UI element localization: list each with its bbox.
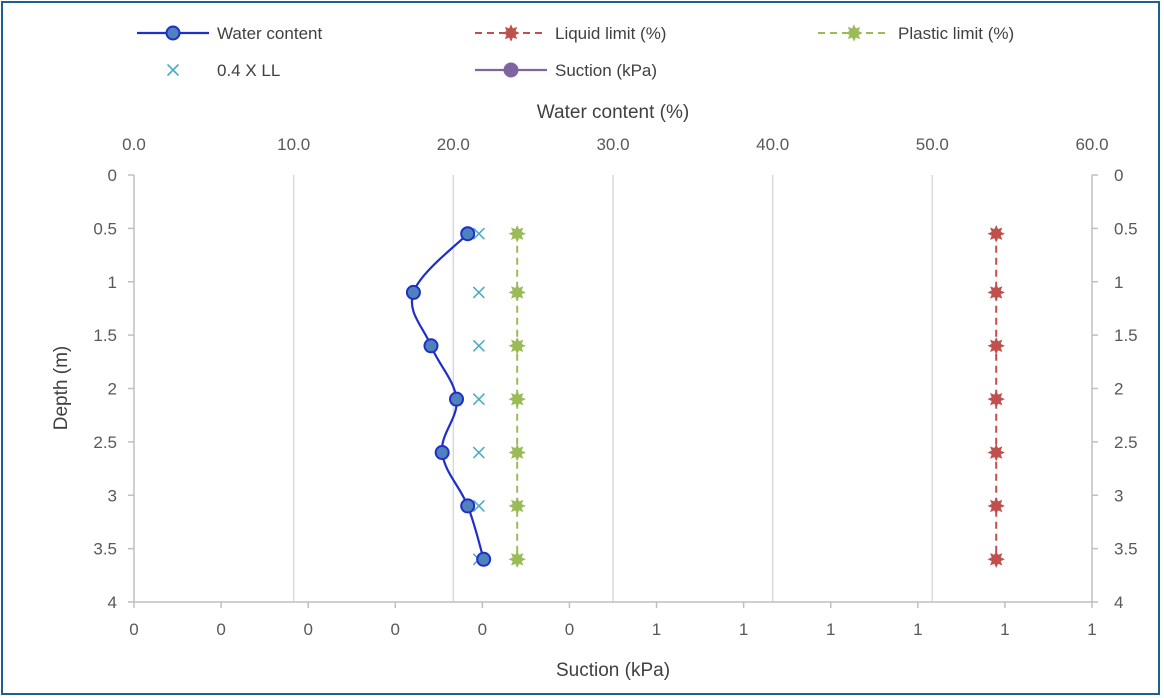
0-4-x-ll-point bbox=[472, 286, 485, 299]
y-right-tick-label: 1.5 bbox=[1114, 326, 1138, 345]
legend-item[interactable]: Water content bbox=[137, 24, 322, 43]
x-top-tick-label: 20.0 bbox=[437, 135, 470, 154]
liquid-limit-point bbox=[987, 283, 1005, 302]
plastic-limit-point bbox=[508, 224, 526, 243]
0-4-x-ll-point-stroke bbox=[472, 446, 485, 459]
0-4-x-ll-point-stroke bbox=[472, 499, 485, 512]
x-bottom-tick-label: 1 bbox=[739, 620, 748, 639]
axes-layer: 0.0 10.0 20.0 30.0 40.0 50.0 60.0 0 0 0.5 0.5 1 1 1.5… bbox=[93, 135, 1137, 639]
x-top-tick-label: 40.0 bbox=[756, 135, 789, 154]
legend-item[interactable]: Liquid limit (%) bbox=[475, 24, 666, 43]
plastic-limit-point bbox=[508, 283, 526, 302]
x-bottom-tick-label: 1 bbox=[1087, 620, 1096, 639]
0-4-x-ll-point bbox=[472, 499, 485, 512]
legend-marker-stroke bbox=[166, 63, 180, 77]
legend-marker bbox=[166, 63, 180, 77]
water-content-point bbox=[423, 338, 439, 354]
y-right-tick-label: 2.5 bbox=[1114, 433, 1138, 452]
y-right-tick-label: 3 bbox=[1114, 486, 1123, 505]
liquid-limit-point bbox=[987, 497, 1005, 515]
series-layer bbox=[405, 224, 1005, 569]
plastic-limit-point bbox=[508, 550, 526, 569]
x-top-tick-label: 60.0 bbox=[1075, 135, 1108, 154]
x-top-tick-label: 30.0 bbox=[596, 135, 629, 154]
legend-label: 0.4 X LL bbox=[217, 61, 280, 80]
x-bottom-tick-label: 0 bbox=[565, 620, 574, 639]
legend-label: Liquid limit (%) bbox=[555, 24, 666, 43]
x-top-axis-title: Water content (%) bbox=[537, 102, 689, 123]
y-right-tick-label: 0 bbox=[1114, 166, 1123, 185]
0-4-x-ll-point-stroke bbox=[472, 286, 485, 299]
legend: Water content Liquid limit (%) Plastic lim… bbox=[137, 24, 1014, 80]
0-4-x-ll-point-stroke bbox=[472, 339, 485, 352]
0-4-x-ll-point bbox=[472, 227, 485, 240]
x-top-tick-label: 50.0 bbox=[916, 135, 949, 154]
y-axis-title: Depth (m) bbox=[51, 346, 72, 430]
y-left-tick-label: 0 bbox=[108, 166, 117, 185]
water-content-point bbox=[460, 498, 476, 514]
water-content-point bbox=[405, 284, 421, 300]
water-content-point bbox=[449, 391, 465, 407]
legend-item[interactable]: 0.4 X LL bbox=[166, 61, 281, 80]
x-bottom-tick-label: 1 bbox=[1000, 620, 1009, 639]
water-content-point bbox=[434, 445, 450, 461]
y-right-tick-label: 2 bbox=[1114, 380, 1123, 399]
y-left-tick-label: 4 bbox=[108, 593, 117, 612]
x-bottom-tick-label: 1 bbox=[826, 620, 835, 639]
x-bottom-tick-label: 0 bbox=[216, 620, 225, 639]
0-4-x-ll-point-stroke bbox=[472, 227, 485, 240]
x-top-tick-label: 0.0 bbox=[122, 135, 146, 154]
x-bottom-tick-label: 0 bbox=[391, 620, 400, 639]
y-left-tick-label: 2.5 bbox=[93, 433, 117, 452]
legend-item[interactable]: Suction (kPa) bbox=[475, 61, 657, 80]
x-top-tick-label: 10.0 bbox=[277, 135, 310, 154]
legend-label: Plastic limit (%) bbox=[898, 24, 1014, 43]
y-left-tick-label: 2 bbox=[108, 380, 117, 399]
y-left-tick-label: 1 bbox=[108, 273, 117, 292]
plastic-limit-point bbox=[508, 337, 526, 355]
legend-label: Water content bbox=[217, 24, 322, 43]
legend-marker bbox=[165, 25, 181, 41]
liquid-limit-point bbox=[987, 224, 1005, 243]
grid-layer bbox=[292, 175, 934, 602]
water-content-point bbox=[476, 551, 492, 567]
liquid-limit-point bbox=[987, 443, 1005, 462]
legend-label: Suction (kPa) bbox=[555, 61, 657, 80]
liquid-limit-point bbox=[987, 337, 1005, 355]
y-left-tick-label: 3 bbox=[108, 486, 117, 505]
legend-marker bbox=[503, 62, 519, 78]
plastic-limit-point bbox=[508, 497, 526, 515]
legend-item[interactable]: Plastic limit (%) bbox=[818, 24, 1014, 43]
legend-marker bbox=[845, 24, 863, 42]
liquid-limit-point bbox=[987, 390, 1005, 408]
liquid-limit-point bbox=[987, 550, 1005, 569]
0-4-x-ll-point bbox=[472, 339, 485, 352]
0-4-x-ll-point bbox=[472, 393, 485, 406]
plastic-limit-point bbox=[508, 390, 526, 408]
plastic-limit-point bbox=[508, 443, 526, 462]
legend-marker bbox=[502, 24, 520, 42]
y-right-tick-label: 0.5 bbox=[1114, 219, 1138, 238]
y-right-tick-label: 3.5 bbox=[1114, 540, 1138, 559]
x-bottom-tick-label: 0 bbox=[303, 620, 312, 639]
x-bottom-tick-label: 0 bbox=[478, 620, 487, 639]
0-4-x-ll-point bbox=[472, 446, 485, 459]
y-right-tick-label: 1 bbox=[1114, 273, 1123, 292]
y-left-tick-label: 1.5 bbox=[93, 326, 117, 345]
0-4-x-ll-point-stroke bbox=[472, 393, 485, 406]
x-bottom-axis-title: Suction (kPa) bbox=[556, 660, 670, 681]
x-bottom-tick-label: 1 bbox=[913, 620, 922, 639]
water-content-point bbox=[460, 226, 476, 242]
x-bottom-tick-label: 1 bbox=[652, 620, 661, 639]
y-left-tick-label: 3.5 bbox=[93, 540, 117, 559]
y-left-tick-label: 0.5 bbox=[93, 219, 117, 238]
y-right-tick-label: 4 bbox=[1114, 593, 1123, 612]
x-bottom-tick-label: 0 bbox=[129, 620, 138, 639]
